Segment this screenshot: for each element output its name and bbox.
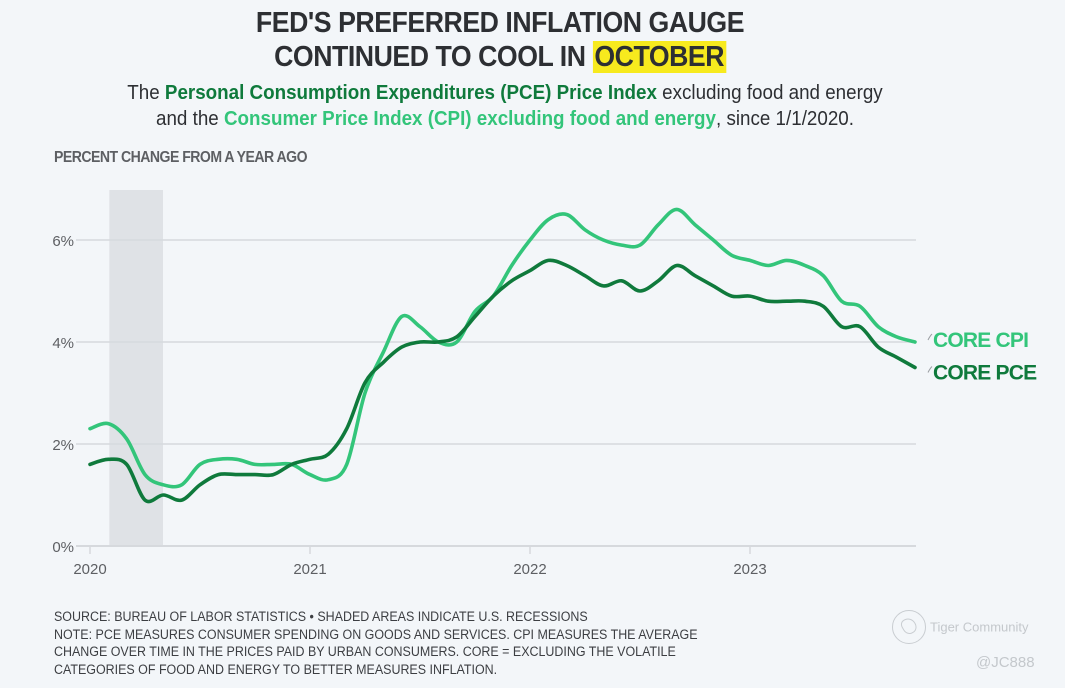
- core-pce-end-label: CORE PCE: [933, 362, 1037, 385]
- x-axis-ticks: 2020 2021 2022 2023: [73, 546, 767, 578]
- source-note: SOURCE: BUREAU OF LABOR STATISTICS • SHA…: [54, 609, 588, 624]
- y-axis-title: PERCENT CHANGE FROM A YEAR AGO: [54, 149, 308, 166]
- chart-title: FED'S PREFERRED INFLATION GAUGE CONTINUE…: [40, 6, 960, 74]
- subtitle-text: and the: [156, 108, 224, 130]
- x-tick-label: 2021: [293, 561, 326, 578]
- y-tick-label: 0%: [52, 539, 74, 556]
- x-tick-label: 2023: [733, 561, 766, 578]
- note-line-2: CHANGE OVER TIME IN THE PRICES PAID BY U…: [54, 644, 676, 659]
- title-line-2-prefix: CONTINUED TO COOL IN: [274, 41, 593, 73]
- gridlines: [76, 239, 916, 547]
- title-line-1: FED'S PREFERRED INFLATION GAUGE: [255, 7, 745, 39]
- tiger-community-logo-icon: [892, 610, 926, 644]
- subtitle-cpi-name: Consumer Price Index (CPI) excluding foo…: [223, 108, 717, 130]
- x-tick-label: 2022: [513, 561, 546, 578]
- subtitle-line-2: and the Consumer Price Index (CPI) exclu…: [30, 106, 979, 132]
- title-highlight: OCTOBER: [592, 41, 726, 73]
- core-pce-label-connector: [927, 366, 933, 373]
- chart-subtitle: The Personal Consumption Expenditures (P…: [30, 80, 979, 132]
- subtitle-text: excluding food and energy: [656, 82, 883, 104]
- subtitle-pce-name: Personal Consumption Expenditures (PCE) …: [164, 82, 657, 104]
- end-labels: CORE CPI CORE PCE: [927, 329, 1038, 385]
- watermark-brand: Tiger Community: [930, 619, 1029, 635]
- x-tick-label: 2020: [73, 561, 106, 578]
- title-line-2: CONTINUED TO COOL IN OCTOBER: [40, 40, 960, 74]
- series-layer: [88, 207, 917, 504]
- y-tick-label: 2%: [52, 437, 74, 454]
- y-tick-label: 4%: [52, 335, 74, 352]
- y-tick-label: 6%: [52, 233, 74, 250]
- recession-layer: [109, 190, 163, 546]
- line-chart: 0% 2% 4% 6% 2020 2021 2022 2023 CORE CPI CORE P…: [52, 190, 1038, 578]
- chart-footer: SOURCE: BUREAU OF LABOR STATISTICS • SHA…: [54, 608, 698, 678]
- core-cpi-end-label: CORE CPI: [933, 329, 1028, 352]
- y-axis-ticks: 0% 2% 4% 6%: [52, 233, 74, 556]
- recession-shade: [109, 190, 163, 546]
- watermark: Tiger Community @JC888: [892, 610, 1035, 671]
- note-line-3: CATEGORIES OF FOOD AND ENERGY TO BETTER …: [54, 661, 498, 677]
- watermark-user: @JC888: [976, 654, 1035, 671]
- subtitle-text: , since 1/1/2020.: [716, 108, 854, 130]
- core-cpi-label-connector: [927, 333, 933, 341]
- note-line-1: NOTE: PCE MEASURES CONSUMER SPENDING ON …: [54, 626, 698, 642]
- subtitle-line-1: The Personal Consumption Expenditures (P…: [30, 80, 979, 106]
- core-pce-line: [88, 258, 917, 504]
- core-cpi-line: [88, 207, 917, 489]
- subtitle-text: The: [127, 82, 165, 104]
